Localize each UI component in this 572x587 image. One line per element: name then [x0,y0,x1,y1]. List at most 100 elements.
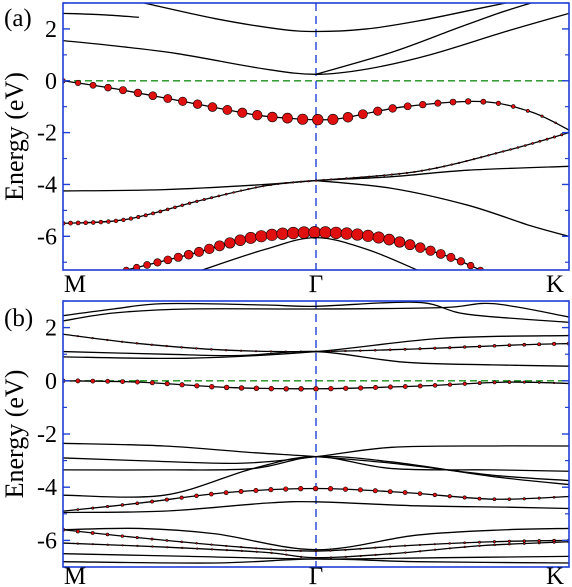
weight-marker [388,348,392,352]
band-1 [63,301,569,323]
weight-marker [457,161,461,164]
weight-marker [342,486,349,492]
weight-marker [234,234,246,246]
weight-marker [91,543,94,546]
weight-marker [419,550,422,553]
weight-marker [373,106,383,116]
weight-marker [164,381,170,387]
band-16 [63,558,569,564]
weight-marker [552,540,556,544]
weight-marker [494,152,498,155]
weight-marker [552,495,556,499]
weight-marker [90,531,95,535]
weight-marker [209,491,214,497]
weight-marker [180,346,183,349]
weight-marker [173,252,183,262]
weight-marker [413,170,416,174]
weight-marker [268,487,274,493]
weight-marker [463,545,466,549]
weight-marker [268,385,274,392]
weight-marker [136,544,139,548]
weight-marker [560,133,564,137]
weight-marker [135,501,140,506]
weight-marker [282,112,293,124]
weight-marker [210,196,213,200]
weight-marker [91,337,94,340]
weight-marker [463,541,466,545]
band-6 [315,179,569,237]
weight-marker [225,548,229,552]
weight-marker [465,98,472,105]
weight-marker [128,216,133,221]
weight-marker [285,553,288,556]
weight-marker [135,536,139,540]
weight-marker [312,485,319,492]
weight-marker [133,263,141,270]
weight-marker [135,379,140,385]
weight-marker [433,543,436,546]
band-9 [63,455,569,498]
y-tick-label: 0 [45,69,57,95]
band-12 [63,527,569,551]
weight-marker [165,207,170,212]
weight-marker [480,98,487,105]
weight-marker [374,546,377,549]
weight-marker [143,261,151,269]
weight-marker [297,113,309,125]
weight-marker [537,496,541,500]
x-tick-label: M [64,271,86,298]
weight-marker [537,381,541,384]
weight-marker [344,349,347,353]
weight-marker [375,174,378,178]
weight-marker [239,189,243,192]
weight-marker [314,549,317,553]
weight-marker [340,227,353,240]
weight-marker [330,178,333,181]
weight-marker [492,540,496,544]
weight-marker [247,187,250,191]
weight-marker [443,165,446,168]
weight-marker [196,547,199,550]
weight-marker [194,246,205,257]
weight-marker [224,237,236,249]
weight-marker [187,201,192,205]
weight-marker [362,229,375,242]
band-2 [63,12,139,18]
weight-marker [462,381,467,386]
weight-marker [135,342,139,345]
x-tick-label: K [546,271,564,298]
y-tick-label: 2 [45,17,57,43]
weight-marker [402,490,408,495]
weight-marker [90,378,96,384]
weight-marker [394,236,406,248]
weight-marker [180,540,183,544]
weight-marker [297,226,311,239]
weight-marker [76,335,79,338]
plot-area [63,3,569,270]
weight-marker [75,220,81,226]
weight-marker [433,548,437,551]
weight-marker [106,338,109,342]
weight-marker [299,180,303,183]
weight-marker [552,341,557,346]
weight-marker [404,239,416,251]
weight-marker [507,343,512,348]
weight-marker [462,495,467,500]
weight-marker [433,346,437,350]
weight-marker [389,552,392,555]
weight-marker [435,166,438,170]
weight-marker [225,544,228,548]
weight-marker [383,174,386,177]
weight-marker [283,386,289,392]
weight-marker [121,217,126,223]
weight-marker [283,486,289,492]
weight-marker [163,94,173,103]
weight-marker [300,555,303,558]
weight-marker [337,177,340,181]
weight-marker [91,506,95,510]
weight-marker [298,486,304,492]
weight-marker [447,494,452,499]
weight-marker [478,544,481,547]
weight-marker [329,556,333,559]
weight-marker [195,347,198,350]
